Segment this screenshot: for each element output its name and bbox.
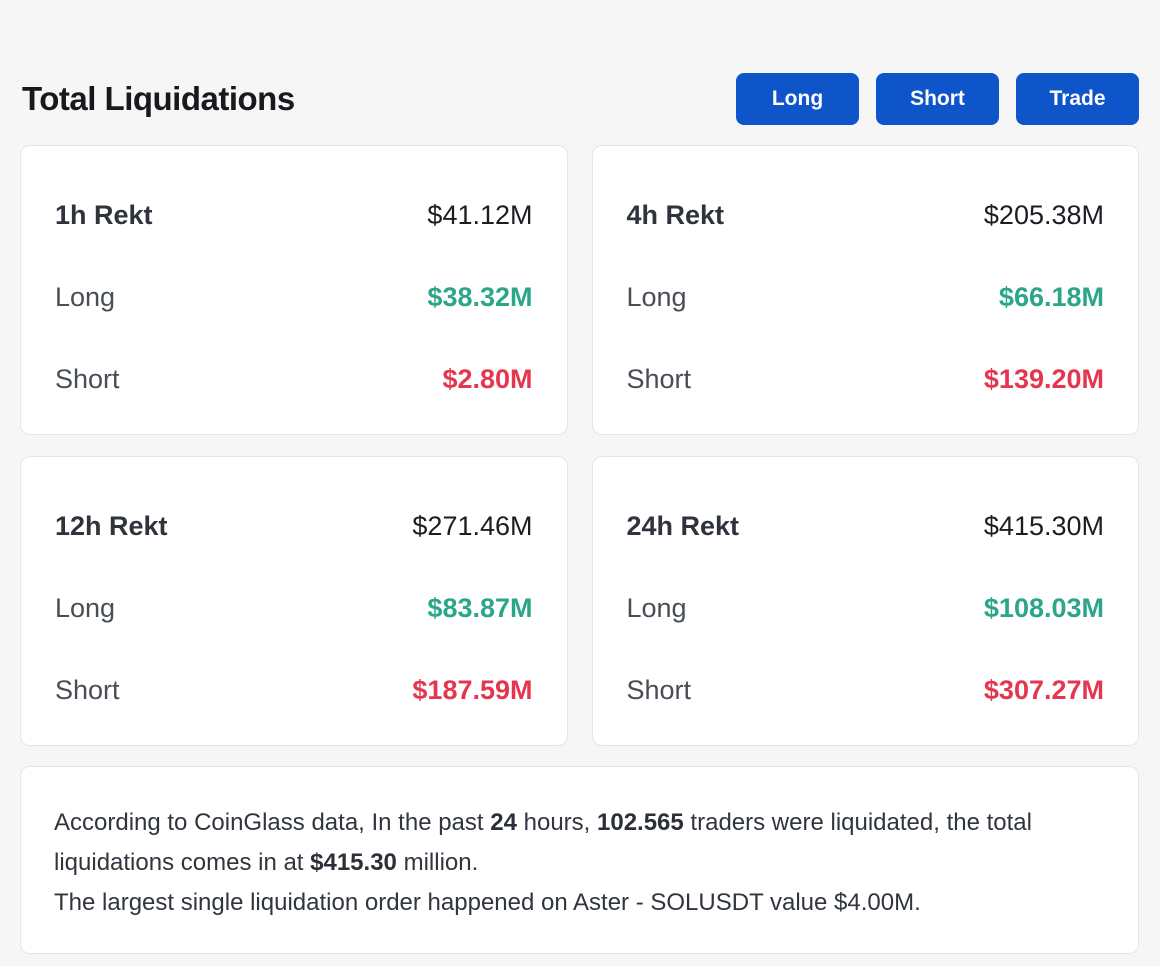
summary-total-value: $415.30 bbox=[310, 849, 397, 876]
short-value: $187.59M bbox=[412, 675, 533, 705]
short-label: Short bbox=[55, 675, 120, 705]
short-value: $307.27M bbox=[983, 675, 1104, 705]
card-total-row: 4h Rekt $205.38M bbox=[627, 198, 1105, 232]
long-label: Long bbox=[55, 282, 116, 312]
summary-text: traders were liquidated, the total liqui… bbox=[54, 809, 1032, 876]
long-value: $83.87M bbox=[427, 593, 533, 623]
page-title: Total Liquidations bbox=[22, 80, 295, 117]
short-value: $139.20M bbox=[983, 364, 1104, 394]
card-long-row: Long $38.32M bbox=[55, 280, 533, 314]
rekt-card-24h: 24h Rekt $415.30M Long $108.03M Short $3… bbox=[591, 456, 1139, 746]
card-long-row: Long $66.18M bbox=[627, 280, 1105, 314]
total-value: $415.30M bbox=[983, 511, 1104, 541]
period-label: 12h Rekt bbox=[55, 511, 168, 541]
summary-paragraph-2: The largest single liquidation order hap… bbox=[54, 889, 921, 916]
summary-text: million. bbox=[396, 849, 479, 876]
period-label: 4h Rekt bbox=[626, 200, 725, 230]
summary-text: According to CoinGlass data, In the past bbox=[54, 809, 491, 836]
total-value: $271.46M bbox=[412, 511, 533, 541]
card-total-row: 24h Rekt $415.30M bbox=[627, 509, 1105, 543]
rekt-cards-grid: 1h Rekt $41.12M Long $38.32M Short $2.80… bbox=[20, 145, 1139, 746]
long-label: Long bbox=[626, 593, 687, 623]
header-button-group: Long Short Trade bbox=[736, 73, 1139, 125]
summary-paragraph-1: According to CoinGlass data, In the past… bbox=[54, 803, 1105, 883]
page-header: Total Liquidations Long Short Trade bbox=[0, 0, 1160, 145]
card-total-row: 12h Rekt $271.46M bbox=[55, 509, 533, 543]
rekt-card-1h: 1h Rekt $41.12M Long $38.32M Short $2.80… bbox=[20, 145, 568, 435]
card-short-row: Short $307.27M bbox=[627, 673, 1105, 707]
short-label: Short bbox=[626, 675, 692, 705]
liquidation-summary-card: According to CoinGlass data, In the past… bbox=[20, 766, 1139, 954]
card-long-row: Long $83.87M bbox=[55, 591, 533, 625]
short-label: Short bbox=[55, 364, 120, 394]
long-value: $108.03M bbox=[983, 593, 1104, 623]
long-value: $38.32M bbox=[427, 282, 533, 312]
trade-button[interactable]: Trade bbox=[1016, 73, 1139, 125]
card-total-row: 1h Rekt $41.12M bbox=[55, 198, 533, 232]
short-label: Short bbox=[626, 364, 692, 394]
long-value: $66.18M bbox=[998, 282, 1104, 312]
period-label: 24h Rekt bbox=[626, 511, 740, 541]
rekt-card-4h: 4h Rekt $205.38M Long $66.18M Short $139… bbox=[591, 145, 1139, 435]
card-short-row: Short $2.80M bbox=[55, 362, 533, 396]
rekt-card-12h: 12h Rekt $271.46M Long $83.87M Short $18… bbox=[20, 456, 568, 746]
total-value: $205.38M bbox=[983, 200, 1104, 230]
summary-traders-value: 102.565 bbox=[597, 809, 684, 836]
long-label: Long bbox=[55, 593, 116, 623]
card-short-row: Short $139.20M bbox=[627, 362, 1105, 396]
short-button[interactable]: Short bbox=[876, 73, 999, 125]
period-label: 1h Rekt bbox=[55, 200, 153, 230]
long-label: Long bbox=[626, 282, 687, 312]
short-value: $2.80M bbox=[442, 364, 533, 394]
long-button[interactable]: Long bbox=[736, 73, 859, 125]
card-long-row: Long $108.03M bbox=[627, 591, 1105, 625]
card-short-row: Short $187.59M bbox=[55, 673, 533, 707]
summary-text: hours, bbox=[516, 809, 597, 836]
summary-hours-value: 24 bbox=[490, 809, 517, 836]
total-value: $41.12M bbox=[427, 200, 533, 230]
